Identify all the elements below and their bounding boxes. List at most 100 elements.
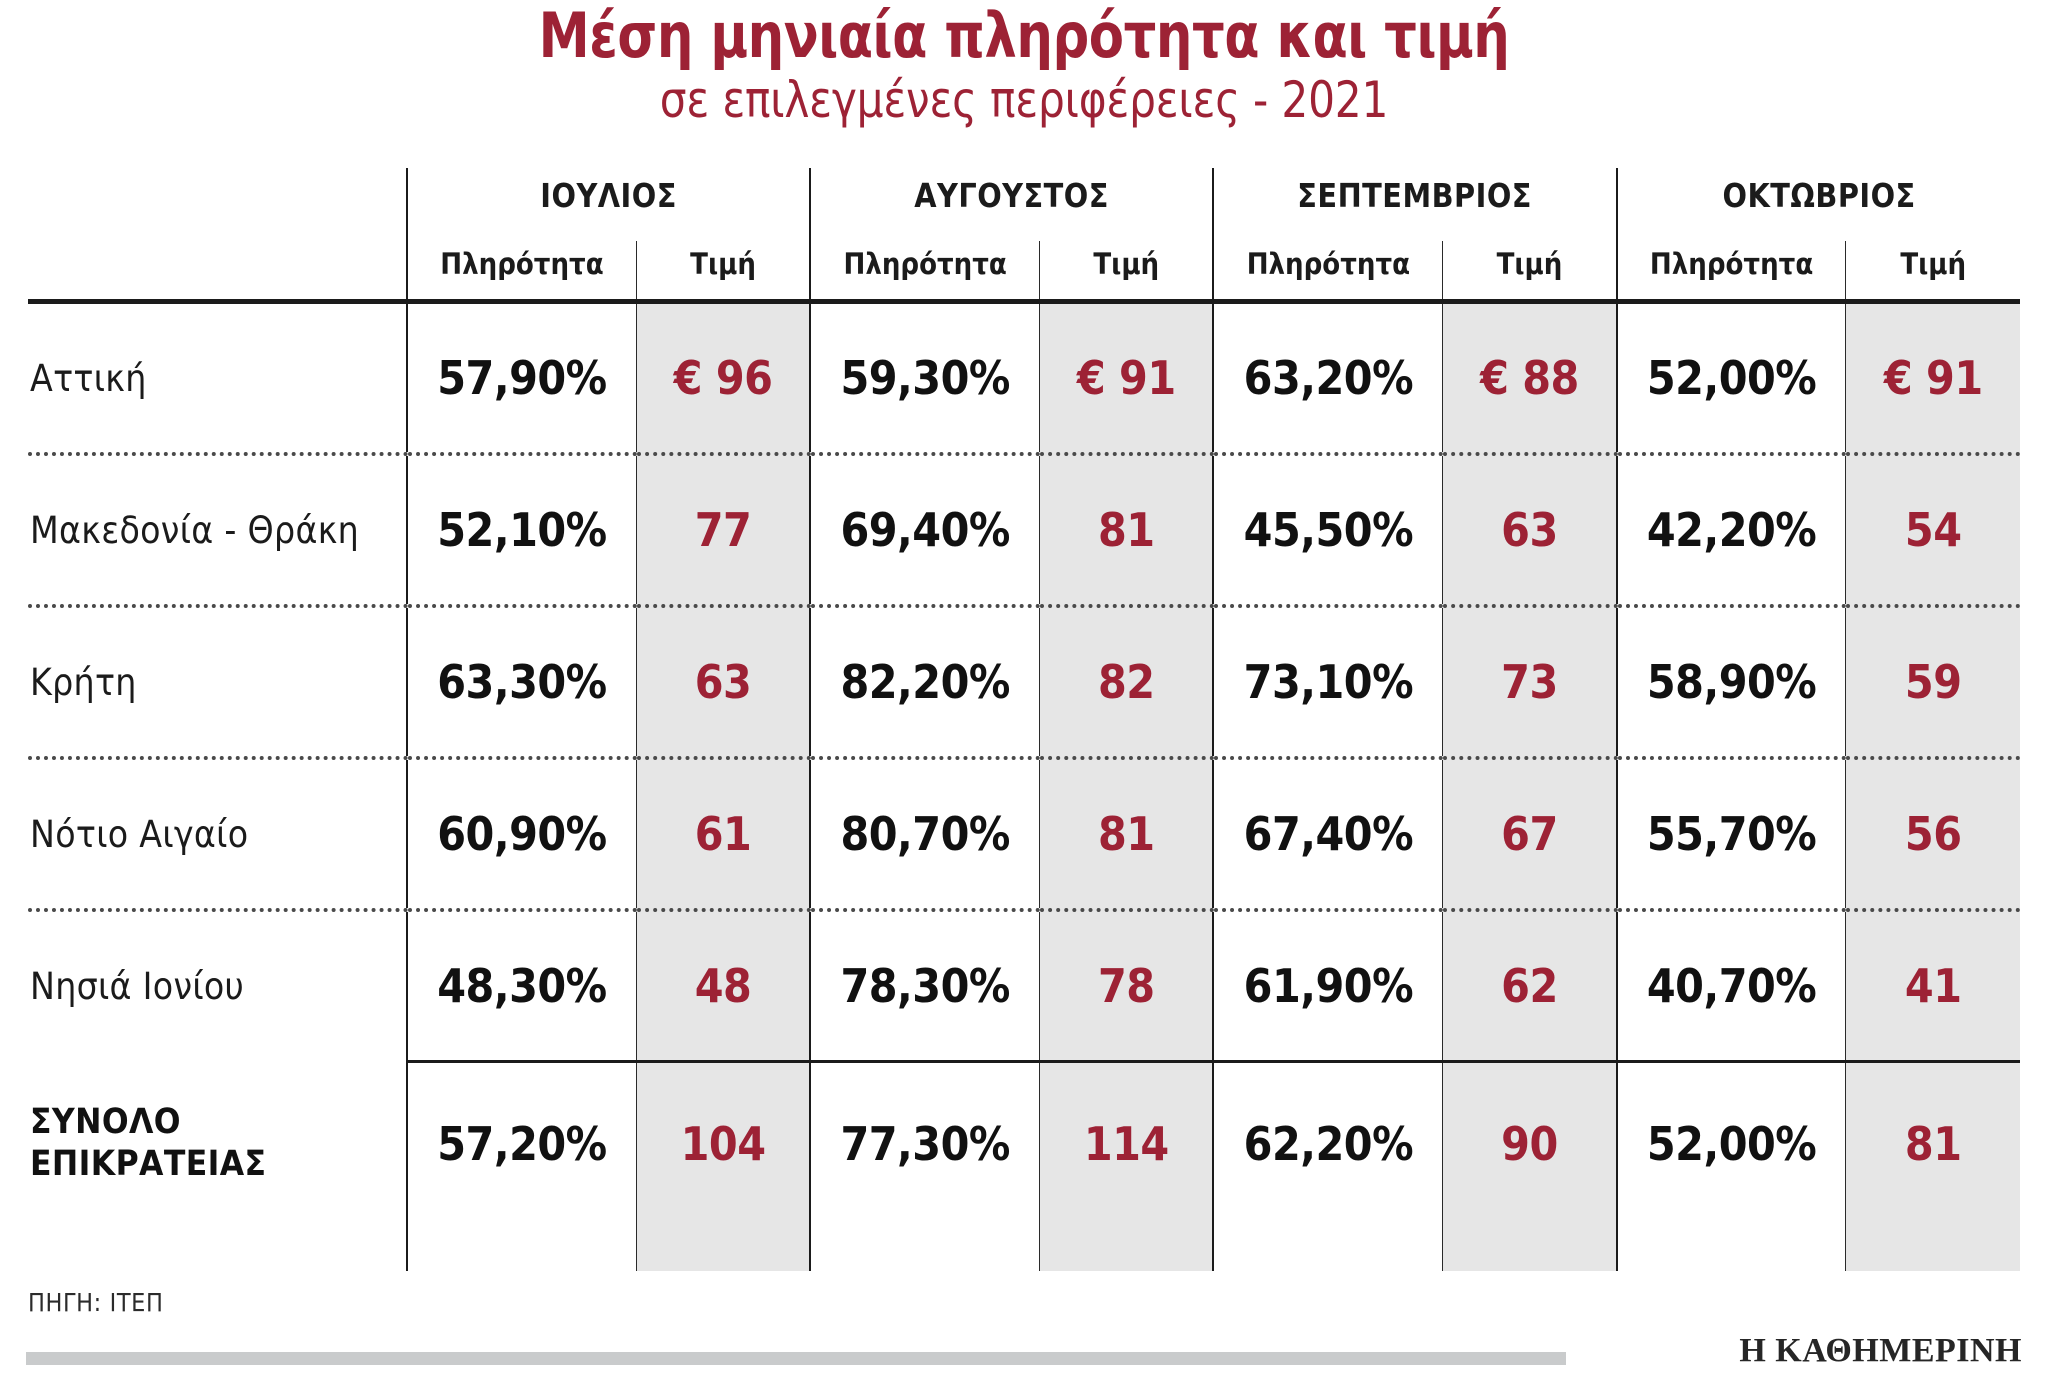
- subheader-price-july: Τιμή: [635, 241, 811, 299]
- cell-occupancy: 55,70%: [1615, 756, 1846, 910]
- cell-occupancy: 63,30%: [406, 604, 637, 758]
- total-cell-occupancy: 77,30%: [809, 1060, 1040, 1225]
- cell-price: 61: [635, 756, 811, 910]
- total-cell-occupancy: 62,20%: [1212, 1060, 1443, 1225]
- cell-occupancy: 73,10%: [1212, 604, 1443, 758]
- publisher-logo: Η ΚΑΘΗΜΕΡΙΝΗ: [1739, 1332, 2022, 1369]
- total-cell-price: 90: [1442, 1060, 1617, 1225]
- table-bottom-stub: [28, 1225, 2020, 1271]
- cell-price: 67: [1442, 756, 1617, 910]
- cell-occupancy: 52,00%: [1615, 304, 1846, 454]
- cell-occupancy: 59,30%: [809, 304, 1040, 454]
- subheader-occupancy-july: Πληρότητα: [406, 241, 637, 299]
- month-header-september: ΣΕΠΤΕΜΒΡΙΟΣ: [1218, 168, 1611, 241]
- table-row: Νησιά Ιονίου 48,30% 48 78,30% 78 61,90% …: [28, 908, 2020, 1062]
- row-label: Νότιο Αιγαίο: [28, 756, 408, 910]
- cell-occupancy: 61,90%: [1212, 908, 1443, 1062]
- cell-price: 77: [635, 452, 811, 606]
- row-label: Κρήτη: [28, 604, 408, 758]
- cell-price: 63: [635, 604, 811, 758]
- subheader-price-october: Τιμή: [1845, 241, 2020, 299]
- stub-cell: [809, 1225, 1040, 1271]
- stub-cell: [1039, 1225, 1214, 1271]
- table-row: Μακεδονία - Θράκη 52,10% 77 69,40% 81 45…: [28, 452, 2020, 606]
- cell-price: 41: [1845, 908, 2020, 1062]
- subheader-occupancy-august: Πληρότητα: [809, 241, 1040, 299]
- cell-price: 56: [1845, 756, 2020, 910]
- table-head: ΙΟΥΛΙΟΣ ΑΥΓΟΥΣΤΟΣ ΣΕΠΤΕΜΒΡΙΟΣ ΟΚΤΩΒΡΙΟΣ …: [28, 168, 2020, 304]
- data-table-container: ΙΟΥΛΙΟΣ ΑΥΓΟΥΣΤΟΣ ΣΕΠΤΕΜΒΡΙΟΣ ΟΚΤΩΒΡΙΟΣ …: [28, 168, 2020, 1271]
- total-label-line1: ΣΥΝΟΛΟ: [30, 1102, 181, 1143]
- cell-price: 73: [1442, 604, 1617, 758]
- cell-occupancy: 67,40%: [1212, 756, 1443, 910]
- cell-occupancy: 63,20%: [1212, 304, 1443, 454]
- stub-cell: [406, 1225, 637, 1271]
- cell-occupancy: 57,90%: [406, 304, 637, 454]
- row-label: Μακεδονία - Θράκη: [28, 452, 408, 606]
- stub-cell: [1615, 1225, 1846, 1271]
- cell-occupancy: 52,10%: [406, 452, 637, 606]
- total-cell-occupancy: 57,20%: [406, 1060, 637, 1225]
- table-body: Αττική 57,90% € 96 59,30% € 91 63,20% € …: [28, 304, 2020, 1271]
- page-title: Μέση μηνιαία πληρότητα και τιμή: [538, 0, 1510, 72]
- total-cell-price: 81: [1845, 1060, 2020, 1225]
- table-row: Κρήτη 63,30% 63 82,20% 82 73,10% 73 58,9…: [28, 604, 2020, 758]
- month-header-august: ΑΥΓΟΥΣΤΟΣ: [815, 168, 1208, 241]
- cell-price: € 96: [635, 304, 811, 454]
- cell-occupancy: 58,90%: [1615, 604, 1846, 758]
- cell-price: € 88: [1442, 304, 1617, 454]
- footer-divider-bar: [26, 1352, 1566, 1365]
- stub-label: [28, 1225, 407, 1271]
- cell-price: 59: [1845, 604, 2020, 758]
- cell-price: 81: [1039, 452, 1214, 606]
- cell-price: 62: [1442, 908, 1617, 1062]
- cell-price: 82: [1039, 604, 1214, 758]
- subheader-price-august: Τιμή: [1039, 241, 1214, 299]
- table-total-row: ΣΥΝΟΛΟ ΕΠΙΚΡΑΤΕΙΑΣ 57,20% 104 77,30% 114 …: [28, 1060, 2020, 1226]
- stub-cell: [635, 1225, 811, 1271]
- page-subtitle: σε επιλεγμένες περιφέρειες - 2021: [659, 71, 1389, 129]
- occupancy-price-table: ΙΟΥΛΙΟΣ ΑΥΓΟΥΣΤΟΣ ΣΕΠΤΕΜΒΡΙΟΣ ΟΚΤΩΒΡΙΟΣ …: [28, 168, 2020, 1271]
- cell-occupancy: 82,20%: [809, 604, 1040, 758]
- header-rule-line: [28, 299, 2020, 304]
- total-cell-price: 114: [1039, 1060, 1214, 1225]
- subheader-price-september: Τιμή: [1442, 241, 1617, 299]
- cell-price: 81: [1039, 756, 1214, 910]
- row-label: Αττική: [30, 356, 147, 400]
- stub-cell: [1212, 1225, 1443, 1271]
- total-label-line2: ΕΠΙΚΡΑΤΕΙΑΣ: [30, 1144, 267, 1185]
- total-cell-occupancy: 52,00%: [1615, 1060, 1846, 1225]
- cell-occupancy: 69,40%: [809, 452, 1040, 606]
- subheader-occupancy-september: Πληρότητα: [1212, 241, 1443, 299]
- cell-occupancy: 45,50%: [1212, 452, 1443, 606]
- cell-price: 48: [635, 908, 811, 1062]
- cell-occupancy: 60,90%: [406, 756, 637, 910]
- row-label: Νησιά Ιονίου: [28, 908, 408, 1062]
- cell-occupancy: 80,70%: [809, 756, 1040, 910]
- cell-occupancy: 78,30%: [809, 908, 1040, 1062]
- stub-cell: [1442, 1225, 1617, 1271]
- cell-occupancy: 40,70%: [1615, 908, 1846, 1062]
- corner-cell-2: [28, 241, 407, 299]
- cell-occupancy: 42,20%: [1615, 452, 1846, 606]
- cell-price: 54: [1845, 452, 2020, 606]
- month-header-october: ΟΚΤΩΒΡΙΟΣ: [1621, 168, 2014, 241]
- month-header-july: ΙΟΥΛΙΟΣ: [412, 168, 805, 241]
- header-rule: [28, 299, 2020, 304]
- sub-header-row: Πληρότητα Τιμή Πληρότητα Τιμή Πληρότητα …: [28, 241, 2020, 299]
- cell-occupancy: 48,30%: [406, 908, 637, 1062]
- source-note: ΠΗΓΗ: ΙΤΕΠ: [28, 1288, 164, 1317]
- total-cell-price: 104: [635, 1060, 811, 1225]
- table-row: Αττική 57,90% € 96 59,30% € 91 63,20% € …: [28, 304, 2020, 454]
- cell-price: 78: [1039, 908, 1214, 1062]
- cell-price: 63: [1442, 452, 1617, 606]
- table-row: Νότιο Αιγαίο 60,90% 61 80,70% 81 67,40% …: [28, 756, 2020, 910]
- month-header-row: ΙΟΥΛΙΟΣ ΑΥΓΟΥΣΤΟΣ ΣΕΠΤΕΜΒΡΙΟΣ ΟΚΤΩΒΡΙΟΣ: [28, 168, 2020, 241]
- stub-cell: [1845, 1225, 2020, 1271]
- cell-price: € 91: [1845, 304, 2020, 454]
- title-block: Μέση μηνιαία πληρότητα και τιμή σε επιλε…: [0, 0, 2048, 129]
- corner-cell: [28, 168, 407, 241]
- cell-price: € 91: [1039, 304, 1214, 454]
- total-row-label: ΣΥΝΟΛΟ ΕΠΙΚΡΑΤΕΙΑΣ: [28, 1062, 407, 1226]
